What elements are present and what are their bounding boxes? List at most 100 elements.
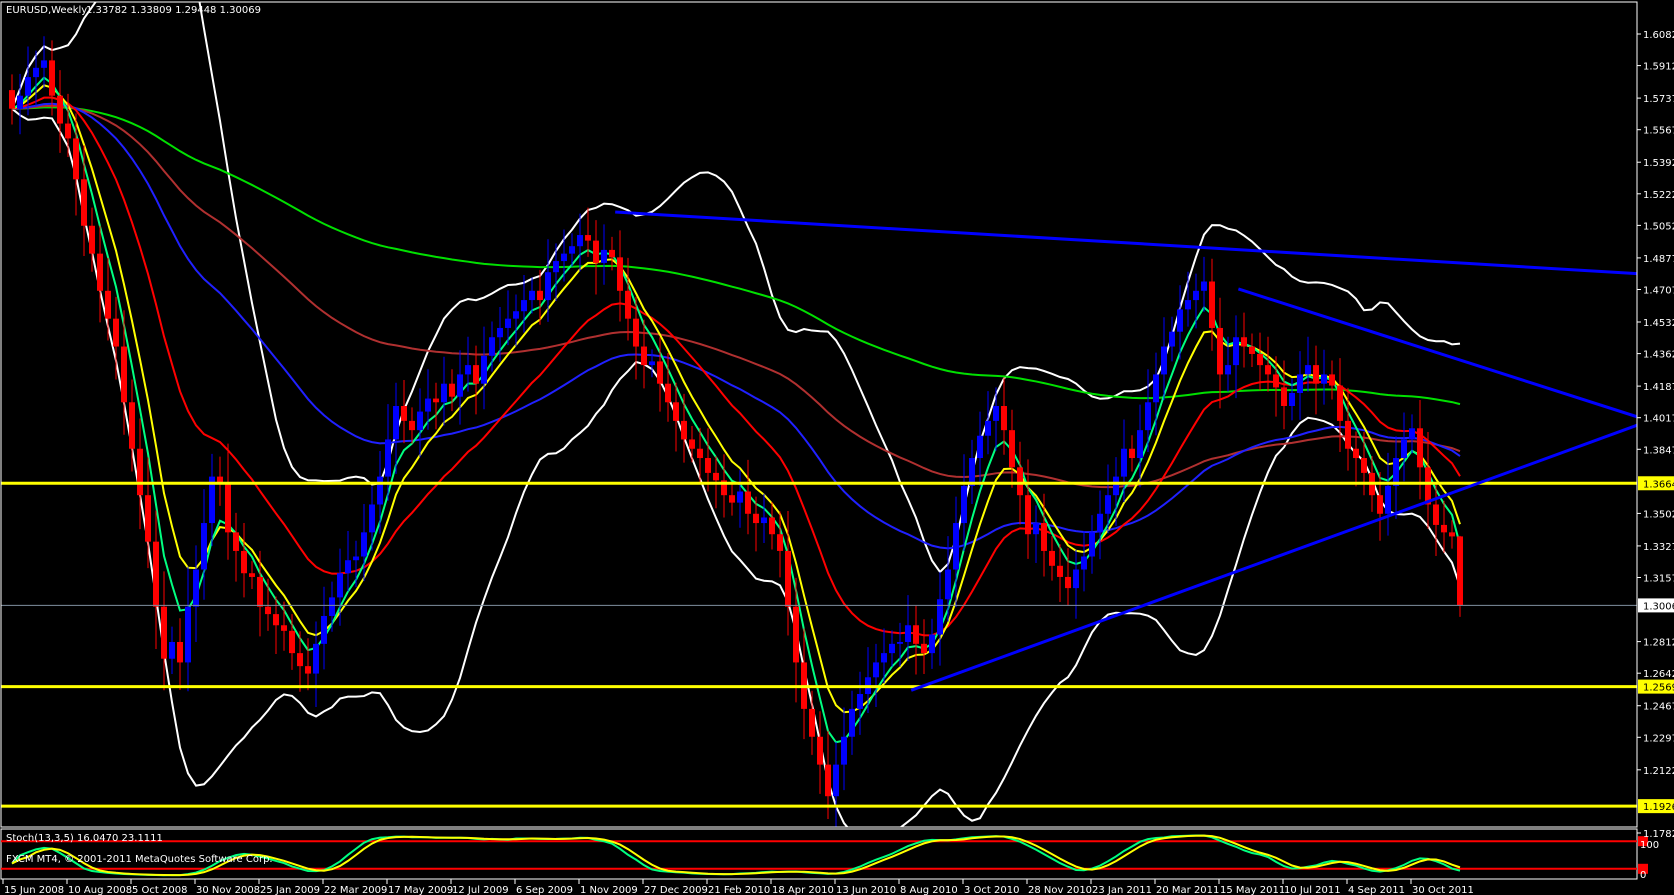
candle-body	[169, 641, 175, 659]
candle-body	[289, 630, 295, 654]
candle-body	[969, 458, 975, 486]
candle-body	[745, 491, 751, 514]
candle-body	[129, 402, 135, 449]
time-tick-label: 27 Dec 2009	[644, 885, 708, 895]
candle-body	[361, 532, 367, 557]
candle-body	[1177, 309, 1183, 332]
candle-body	[1161, 346, 1167, 375]
ma-200-line	[11, 106, 1461, 406]
time-tick-label: 6 Sep 2009	[516, 885, 573, 895]
candle-body	[1137, 430, 1143, 459]
candle-body	[1097, 513, 1103, 533]
candle-body	[937, 599, 943, 635]
time-tick-label: 4 Sep 2011	[1348, 885, 1405, 895]
candle-body	[769, 517, 775, 535]
time-tick-label: 25 Jan 2009	[260, 885, 320, 895]
candle-body	[905, 625, 911, 642]
candle-body	[121, 346, 127, 403]
time-tick-label: 15 Jun 2008	[4, 885, 64, 895]
candle-body	[1305, 365, 1311, 375]
candle-body	[17, 95, 23, 109]
price-tick-label: 1.52220	[1643, 190, 1674, 201]
candle-body	[465, 365, 471, 375]
price-tick-label: 1.57370	[1643, 94, 1674, 105]
candle-body	[1457, 536, 1463, 606]
candle-body	[185, 606, 191, 663]
candle-body	[81, 179, 87, 226]
candle-body	[545, 272, 551, 301]
candle-body	[1017, 467, 1023, 496]
time-axis[interactable]: 15 Jun 2008 10 Aug 2008 5 Oct 2008 30 Nov 2…	[2, 879, 1474, 895]
candle-body	[1169, 331, 1175, 347]
candle-body	[617, 257, 623, 291]
candle-body	[425, 398, 431, 412]
time-tick-label: 22 Mar 2009	[324, 885, 387, 895]
price-tick-label: 1.50520	[1643, 221, 1674, 232]
candle-body	[49, 60, 55, 96]
candle-body	[441, 383, 447, 403]
time-tick-label: 10 Aug 2008	[68, 885, 132, 895]
time-tick-label: 21 Feb 2010	[708, 885, 770, 895]
candle-body	[1321, 374, 1327, 384]
candle-body	[393, 405, 399, 440]
candle-body	[649, 361, 655, 366]
price-tick-label: 1.21220	[1643, 766, 1674, 777]
candle-body	[513, 311, 519, 319]
candle-body	[777, 534, 783, 551]
candle-body	[137, 448, 143, 496]
candle-body	[609, 249, 615, 258]
candle-body	[473, 365, 479, 384]
candle-body	[305, 666, 311, 674]
candle-body	[689, 439, 695, 449]
candle-body	[9, 90, 15, 109]
price-axis[interactable]: 1.60820 1.59120 1.57370 1.55670 1.53920 1.522…	[1637, 30, 1674, 840]
stoch-level-marker	[1638, 863, 1648, 874]
time-tick-label: 18 Apr 2010	[772, 885, 834, 895]
bollinger-upper-line	[11, 2, 1461, 574]
candle-body	[585, 235, 591, 241]
level-price-label: 1.19266	[1643, 802, 1674, 813]
trendline	[1237, 287, 1637, 419]
candle-body	[553, 261, 559, 273]
stoch-panel-border	[0, 828, 1638, 880]
price-tick-label: 1.38470	[1643, 445, 1674, 456]
candle-body	[873, 662, 879, 678]
main-panel-border	[0, 1, 1638, 828]
candle-body	[385, 439, 391, 477]
candle-body	[657, 361, 663, 384]
trendline	[910, 423, 1637, 692]
candle-body	[57, 95, 63, 124]
current-price-label: 1.30069	[1643, 601, 1674, 612]
candle-body	[1345, 420, 1351, 449]
candle-body	[313, 643, 319, 674]
candle-body	[1273, 374, 1279, 388]
candle-body	[489, 337, 495, 356]
trendline	[615, 210, 1637, 276]
candle-body	[1233, 337, 1239, 366]
stoch-label: Stoch(13,3,5) 16.0470 23.1111	[6, 833, 163, 844]
candle-body	[321, 615, 327, 644]
price-tick-label: 1.48770	[1643, 254, 1674, 265]
candle-body	[1121, 448, 1127, 477]
candle-body	[985, 420, 991, 436]
price-tick-label: 1.45320	[1643, 318, 1674, 329]
candle-body	[825, 764, 831, 797]
candle-body	[1153, 374, 1159, 403]
candle-body	[737, 491, 743, 503]
candle-body	[577, 235, 583, 247]
time-tick-label: 30 Nov 2008	[196, 885, 260, 895]
candle-body	[833, 764, 839, 797]
candle-body	[377, 476, 383, 505]
candle-body	[265, 606, 271, 615]
candle-body	[1129, 448, 1135, 459]
ma-21-line	[11, 96, 1461, 637]
candle-body	[209, 476, 215, 524]
candle-body	[1417, 428, 1423, 468]
candle-body	[537, 290, 543, 301]
stoch-scale-min: 0	[1640, 870, 1646, 881]
time-tick-label: 1 Nov 2009	[580, 885, 638, 895]
price-tick-label: 1.33270	[1643, 542, 1674, 553]
candle-body	[1105, 495, 1111, 514]
candle-body	[1225, 365, 1231, 375]
